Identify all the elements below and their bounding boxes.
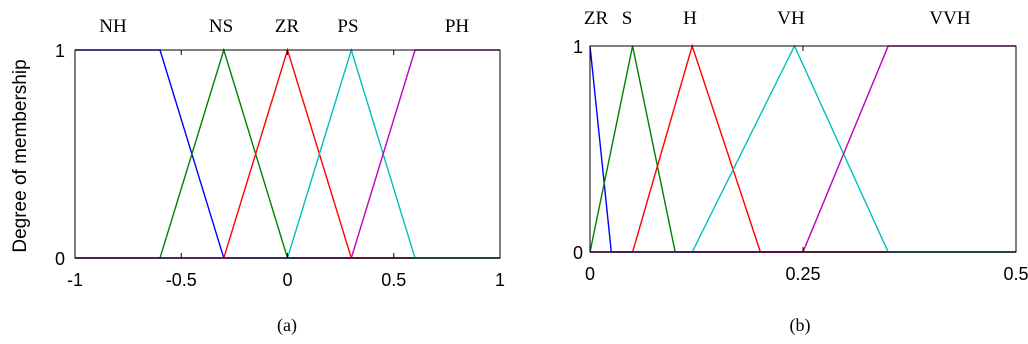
- x-tick-label: 0: [282, 270, 292, 290]
- series-label-ps-a: PS: [337, 16, 358, 37]
- series-label-zr-a: ZR: [275, 16, 300, 37]
- x-tick-label: -1: [67, 270, 83, 290]
- x-tick-label: 1: [495, 270, 505, 290]
- chart-panel-b: ZR S H VH VVH 0 0.25 0.5 0 1 (b): [573, 8, 1028, 336]
- series-line-s-b: [589, 45, 1016, 253]
- series-line-ps-a: [75, 47, 500, 259]
- figure-label-b: (b): [790, 315, 811, 336]
- figure-label-a: (a): [277, 315, 297, 336]
- x-tick-label: 0.25: [785, 264, 820, 284]
- series-line-zr-a: [75, 47, 500, 259]
- series-line-ns-a: [75, 47, 500, 259]
- series-label-zr-b: ZR: [584, 8, 609, 29]
- series-label-ns-a: NS: [209, 16, 233, 37]
- y-tick-label: 0: [55, 249, 65, 269]
- series-label-s-b: S: [622, 8, 633, 29]
- plot-frame-a: [74, 49, 501, 259]
- chart-panel-a: NH NS ZR PS PH Degree of membership -1 -0.5 0 0…: [10, 16, 505, 336]
- series-line-ph-a: [75, 49, 500, 259]
- series-label-ph-a: PH: [445, 16, 470, 37]
- x-tick-label: 0: [585, 264, 595, 284]
- y-tick-label: 0: [573, 243, 583, 263]
- series-label-h-b: H: [683, 8, 697, 29]
- y-tick-label: 1: [573, 37, 583, 57]
- x-tick-label: -0.5: [166, 270, 197, 290]
- series-label-vvh-b: VVH: [929, 8, 970, 29]
- series-label-vh-b: VH: [777, 8, 805, 29]
- y-axis-label: Degree of membership: [10, 59, 31, 252]
- y-tick-label: 1: [55, 41, 65, 61]
- x-tick-label: 0.5: [1003, 264, 1028, 284]
- series-line-nh-a: [75, 49, 500, 259]
- series-label-nh-a: NH: [99, 16, 127, 37]
- x-tick-label: 0.5: [381, 270, 406, 290]
